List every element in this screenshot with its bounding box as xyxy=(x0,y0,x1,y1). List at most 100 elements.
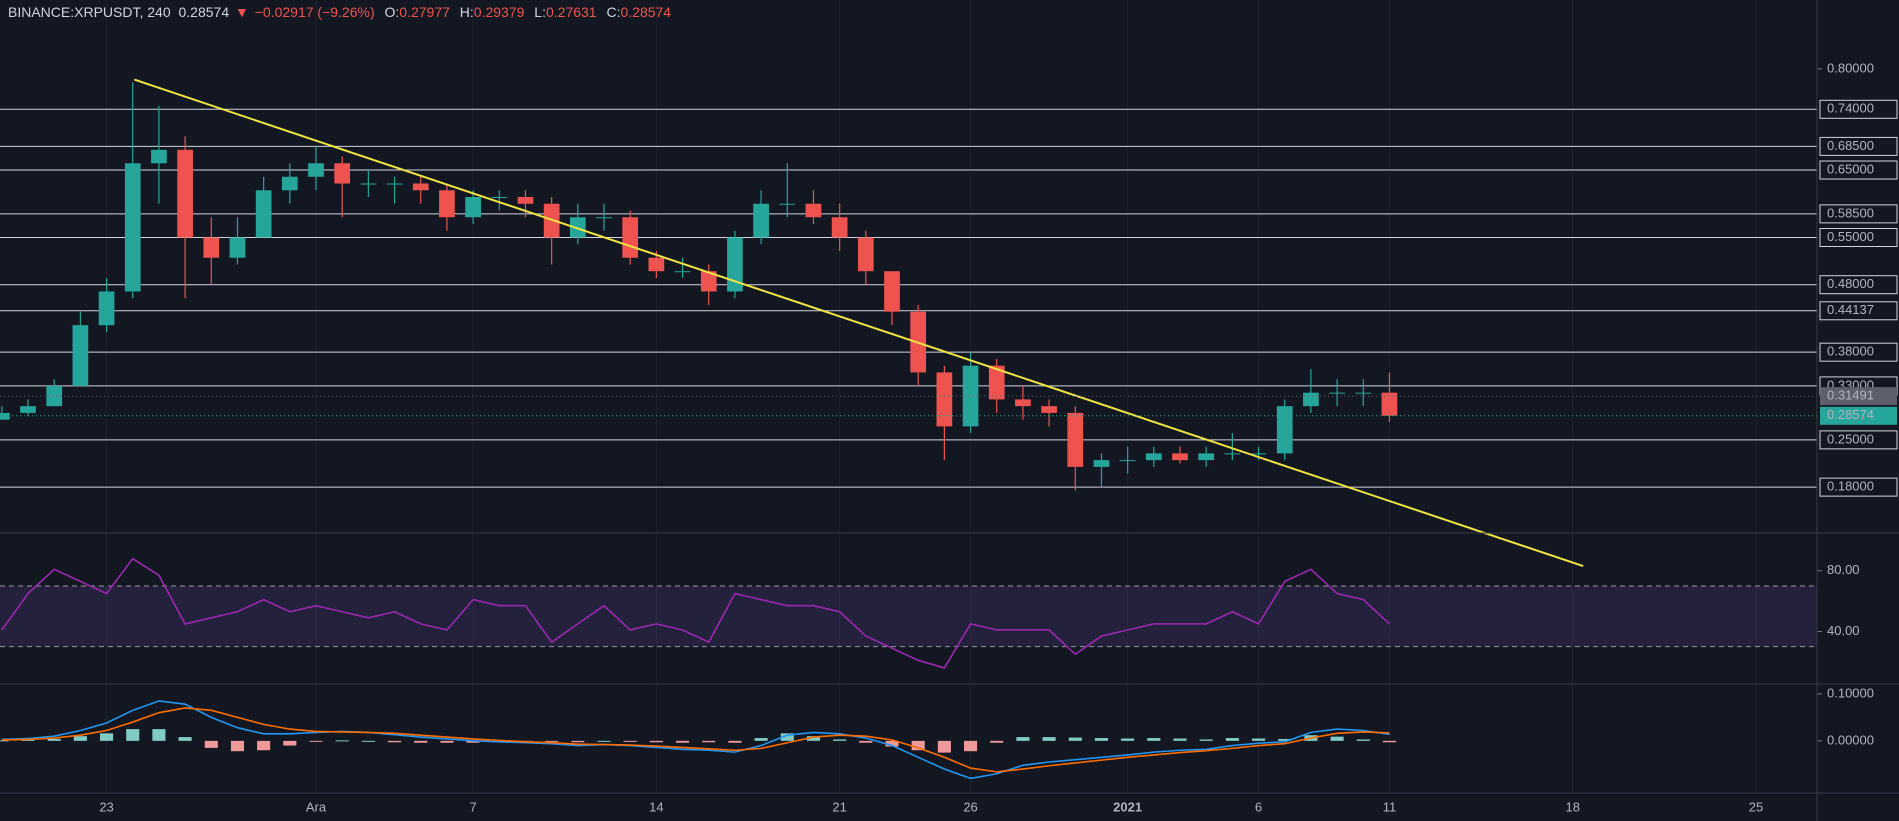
candle-body xyxy=(1381,392,1398,416)
histogram-bar xyxy=(623,740,637,742)
histogram-bar xyxy=(780,733,794,741)
candle-body xyxy=(72,325,89,386)
histogram-bar xyxy=(440,740,454,743)
candle-body xyxy=(700,271,717,292)
histogram-bar xyxy=(885,740,899,747)
histogram-bar xyxy=(1068,737,1082,741)
level-label-box xyxy=(1819,227,1898,247)
histogram-bar xyxy=(728,740,742,743)
level-label-box xyxy=(1819,160,1898,180)
histogram-bar xyxy=(152,729,166,741)
histogram-bar xyxy=(466,740,480,743)
level-label-box xyxy=(1819,301,1898,321)
histogram-bar xyxy=(545,740,559,742)
histogram-bar xyxy=(911,740,925,751)
rsi-band xyxy=(0,585,1817,647)
histogram-bar xyxy=(990,740,1004,743)
candle-body xyxy=(936,372,953,427)
candle-body xyxy=(1119,460,1136,462)
histogram-bar xyxy=(571,740,585,743)
histogram-bar xyxy=(178,737,192,741)
candle-body xyxy=(622,217,639,258)
candle-body xyxy=(203,237,220,258)
candle-body xyxy=(569,217,586,238)
rsi-line xyxy=(1,557,1391,669)
histogram-bar xyxy=(230,740,245,752)
histogram-bar xyxy=(1225,738,1239,741)
signal-line xyxy=(1,707,1390,773)
candle-body xyxy=(1145,453,1162,461)
x-tick-label: 7 xyxy=(469,799,476,814)
macd-line xyxy=(1,700,1390,780)
histogram-bar xyxy=(859,740,873,743)
x-tick-label: 25 xyxy=(1749,799,1763,814)
candle-body xyxy=(596,217,612,219)
level-label-box xyxy=(1819,136,1898,156)
o-value: 0.27977 xyxy=(399,4,450,20)
candle-body xyxy=(831,217,848,238)
price-label-box xyxy=(1820,387,1897,406)
histogram-bar xyxy=(204,740,218,748)
histogram-bar xyxy=(361,740,375,742)
histogram-bar xyxy=(73,736,87,741)
x-tick-label: 23 xyxy=(99,799,113,814)
y-tick-label: 0.80000 xyxy=(1827,60,1874,75)
histogram-bar xyxy=(1356,739,1370,741)
candle-body xyxy=(1041,406,1057,413)
price-label-box xyxy=(1820,406,1897,425)
histogram-bar xyxy=(0,740,9,742)
histogram-bar xyxy=(257,740,271,751)
x-tick-label: Ara xyxy=(306,799,327,814)
y-tick-label: 80.00 xyxy=(1827,562,1860,577)
histogram-bar xyxy=(126,729,140,741)
histogram-bar xyxy=(1199,739,1213,741)
candle-body xyxy=(857,237,874,272)
h-label: H: xyxy=(460,4,474,20)
candle-body xyxy=(884,271,900,312)
level-label-box xyxy=(1819,275,1898,295)
l-value: 0.27631 xyxy=(546,4,597,20)
histogram-bar xyxy=(1016,737,1030,741)
candle-body xyxy=(753,203,769,238)
histogram-bar xyxy=(100,733,114,741)
candle-body xyxy=(360,183,377,185)
histogram-bar xyxy=(1252,738,1266,741)
candle-body xyxy=(177,149,193,238)
price-label: 0.31491 xyxy=(1827,388,1874,403)
histogram-bar xyxy=(937,740,951,753)
histogram-bar xyxy=(649,740,663,743)
histogram-bar xyxy=(1042,737,1056,741)
arrow: ▼ xyxy=(235,4,249,20)
y-tick-label: 0.00000 xyxy=(1827,732,1874,747)
histogram-bar xyxy=(1094,738,1109,741)
candle-body xyxy=(1067,412,1084,467)
histogram-bar xyxy=(1278,738,1292,741)
c-value: 0.28574 xyxy=(620,4,671,20)
level-label: 0.44137 xyxy=(1827,302,1874,317)
level-label: 0.65000 xyxy=(1827,161,1874,176)
y-tick-label: 0.10000 xyxy=(1827,685,1874,700)
histogram-bar xyxy=(754,738,768,741)
candle-body xyxy=(727,237,743,292)
candle-body xyxy=(805,203,822,218)
candle-body xyxy=(1093,460,1110,467)
candle-body xyxy=(674,271,691,273)
histogram-bar xyxy=(833,739,847,741)
candle-body xyxy=(308,163,324,177)
candle-body xyxy=(491,197,508,199)
histogram-bar xyxy=(1382,740,1397,743)
histogram-bar xyxy=(676,740,690,743)
l-label: L: xyxy=(534,4,546,20)
header: BINANCE:XRPUSDT, 240 0.28574 ▼ −0.02917 … xyxy=(8,4,671,20)
histogram-bar xyxy=(702,740,716,743)
level-label-box xyxy=(1819,477,1898,497)
trendline xyxy=(133,78,1584,568)
level-label-box xyxy=(1819,430,1898,450)
level-label-box xyxy=(1819,342,1898,362)
candle-body xyxy=(386,183,403,185)
histogram-bar xyxy=(414,740,428,743)
histogram-bar xyxy=(309,740,323,742)
price-label: 0.28574 xyxy=(1827,407,1874,422)
